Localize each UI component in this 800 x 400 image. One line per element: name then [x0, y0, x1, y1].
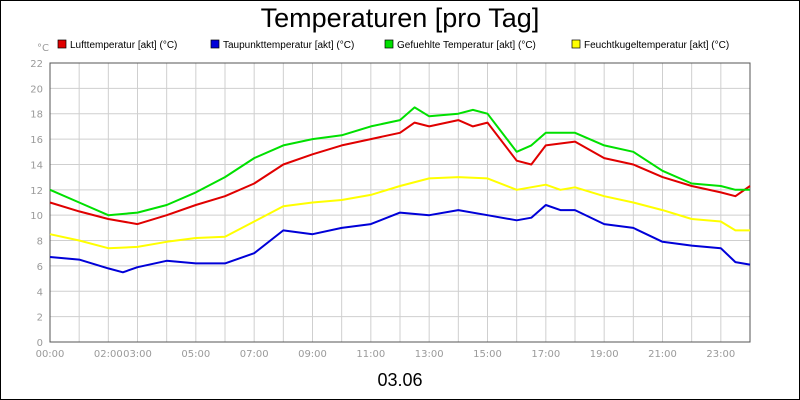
- y-axis-unit: °C: [37, 43, 49, 54]
- series-line: [49, 106, 750, 217]
- y-tick-label: 12: [30, 186, 43, 197]
- legend-label: Lufttemperatur [akt] (°C): [70, 40, 177, 51]
- x-tick-label: 15:00: [473, 349, 502, 360]
- y-tick-label: 4: [37, 287, 43, 298]
- y-tick-label: 20: [30, 84, 43, 95]
- date-label: 03.06: [377, 370, 422, 390]
- series-lines: [49, 106, 751, 274]
- legend: Lufttemperatur [akt] (°C) Taupunkttempera…: [57, 39, 729, 51]
- x-tick-label: 00:00: [36, 349, 65, 360]
- y-tick-label: 16: [30, 135, 43, 146]
- y-tick-label: 6: [37, 262, 43, 273]
- x-tick-label: 05:00: [181, 349, 210, 360]
- y-tick-label: 18: [30, 110, 43, 121]
- x-tick-label: 21:00: [648, 349, 677, 360]
- x-tick-label: 19:00: [590, 349, 619, 360]
- x-tick-label: 23:00: [706, 349, 735, 360]
- legend-label: Taupunkttemperatur [akt] (°C): [223, 40, 354, 51]
- y-tick-label: 0: [37, 338, 43, 349]
- chart-title: Temperaturen [pro Tag]: [261, 3, 540, 33]
- y-tick-label: 10: [30, 211, 43, 222]
- y-tick-label: 22: [30, 59, 43, 70]
- legend-label: Feuchtkugeltemperatur [akt] (°C): [584, 40, 729, 51]
- series-line: [49, 204, 751, 274]
- legend-swatch: [57, 39, 67, 49]
- grid: [49, 62, 751, 343]
- x-tick-label: 09:00: [298, 349, 327, 360]
- x-tick-label: 11:00: [356, 349, 385, 360]
- x-tick-label: 03:00: [123, 349, 152, 360]
- y-tick-label: 2: [37, 313, 43, 324]
- x-tick-label: 17:00: [531, 349, 560, 360]
- legend-swatch: [384, 39, 394, 49]
- legend-swatch: [210, 39, 220, 49]
- series-line: [49, 119, 751, 226]
- x-tick-label: 07:00: [240, 349, 269, 360]
- series-line: [49, 176, 750, 250]
- axes: 0 2 4 6 8 10 12 14 16 18 20 22 00:00 02:00 03:00 05:00 0…: [30, 59, 751, 360]
- legend-label: Gefuehlte Temperatur [akt] (°C): [397, 40, 536, 51]
- y-tick-label: 8: [37, 237, 43, 248]
- y-tick-label: 14: [30, 160, 43, 171]
- x-tick-label: 02:00: [94, 349, 123, 360]
- legend-swatch: [571, 39, 581, 49]
- x-tick-label: 13:00: [415, 349, 444, 360]
